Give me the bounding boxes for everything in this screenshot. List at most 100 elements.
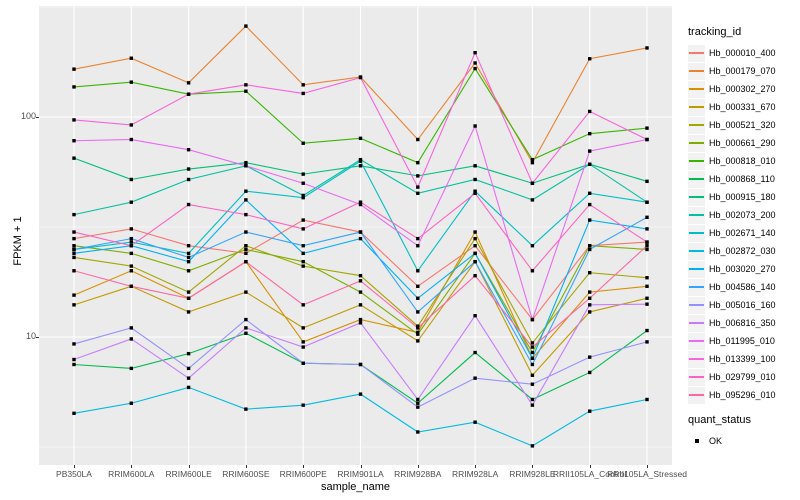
data-point-marker <box>72 255 76 260</box>
data-point-marker <box>72 118 76 122</box>
data-point-marker <box>301 141 305 145</box>
legend-item-Hb_000179_070: Hb_000179_070 <box>688 62 798 80</box>
data-point-marker <box>473 61 477 65</box>
x-tick-label: RRIM928BA <box>394 469 442 479</box>
data-point-marker <box>416 236 420 241</box>
data-point-marker <box>301 244 305 248</box>
legend-key-line-icon <box>688 62 705 80</box>
legend-key-line-icon <box>688 206 705 224</box>
legend-item-label: Hb_002872_030 <box>709 246 776 256</box>
legend-quant-status: quant_status OK <box>688 414 798 450</box>
data-point-marker <box>473 177 477 182</box>
data-point-marker <box>416 339 420 343</box>
data-point-marker <box>358 164 363 168</box>
legend-item-Hb_002872_030: Hb_002872_030 <box>688 242 798 260</box>
legend-item-label: Hb_000179_070 <box>709 66 776 76</box>
data-point-marker <box>645 296 649 300</box>
data-point-marker <box>530 350 535 355</box>
data-point-marker <box>473 244 477 248</box>
data-point-marker <box>72 251 76 256</box>
data-point-marker <box>186 244 191 248</box>
data-point-marker <box>530 356 535 361</box>
legend-key-line-icon <box>688 386 705 404</box>
data-point-marker <box>186 177 191 182</box>
data-point-marker <box>186 385 191 390</box>
x-tick-mark <box>131 465 133 468</box>
data-point-marker <box>244 331 248 335</box>
y-tick-mark <box>36 337 39 338</box>
data-point-marker <box>416 185 420 189</box>
data-point-marker <box>473 51 477 55</box>
data-point-marker <box>645 340 649 344</box>
data-point-marker <box>530 382 535 386</box>
data-point-marker <box>530 444 535 448</box>
legend-key-line-icon <box>688 278 705 296</box>
legend-items: Hb_000010_400 Hb_000179_070 Hb_000302_270 H… <box>688 44 798 404</box>
data-point-marker <box>244 317 248 322</box>
data-point-marker <box>588 191 592 195</box>
legend-key-line-icon <box>688 260 705 278</box>
data-point-marker <box>416 430 420 434</box>
data-point-marker <box>244 259 248 264</box>
data-point-marker <box>301 193 305 198</box>
data-point-marker <box>588 370 592 375</box>
x-tick-mark <box>74 465 75 468</box>
data-point-marker <box>301 251 305 256</box>
data-point-marker <box>244 198 248 202</box>
data-point-marker <box>301 83 305 87</box>
x-tick-label: RRIM600LE <box>165 469 212 479</box>
data-point-marker <box>72 303 76 307</box>
data-point-marker <box>186 290 191 294</box>
data-point-marker <box>530 397 535 402</box>
legend-key-line-icon <box>688 152 705 170</box>
legend-item-label: Hb_000661_290 <box>709 138 776 148</box>
legend-item-label: Hb_002073_200 <box>709 210 776 220</box>
data-point-marker <box>588 109 592 114</box>
data-point-marker <box>588 131 592 136</box>
legend-key-line-icon <box>688 332 705 350</box>
data-point-marker <box>588 409 592 413</box>
legend: tracking_id Hb_000010_400 Hb_000179_070 Hb… <box>688 26 798 450</box>
data-point-marker <box>416 269 420 273</box>
legend-item-label: Hb_006816_350 <box>709 318 776 328</box>
data-point-marker <box>473 236 477 241</box>
data-point-marker <box>72 85 76 89</box>
data-point-marker <box>358 279 363 283</box>
data-point-marker <box>129 269 133 273</box>
legend-item-label: Hb_004586_140 <box>709 282 776 292</box>
legend-item-Hb_000915_180: Hb_000915_180 <box>688 188 798 206</box>
data-point-marker <box>588 202 592 207</box>
x-tick-mark <box>303 465 305 468</box>
data-point-marker <box>186 296 191 300</box>
x-tick-mark <box>245 465 247 468</box>
data-point-marker <box>301 195 305 200</box>
data-point-marker <box>473 191 477 195</box>
data-point-marker <box>358 136 363 141</box>
data-point-marker <box>473 259 477 264</box>
data-point-marker <box>72 236 76 241</box>
data-point-marker <box>186 376 191 380</box>
legend-item-label: Hb_000915_180 <box>709 192 776 202</box>
data-point-marker <box>530 198 535 202</box>
data-point-marker <box>358 159 363 163</box>
data-point-marker <box>530 362 535 367</box>
legend-item-label: Hb_000818_010 <box>709 156 776 166</box>
data-point-marker <box>530 403 535 407</box>
legend-item-label: Hb_000010_400 <box>709 48 776 58</box>
data-point-marker <box>244 230 248 234</box>
data-point-marker <box>358 392 363 396</box>
legend-key-line-icon <box>688 170 705 188</box>
legend-item-ok: OK <box>688 432 798 450</box>
data-point-marker <box>473 273 477 278</box>
data-point-marker <box>530 373 535 377</box>
data-point-marker <box>72 357 76 362</box>
x-tick-label: RRII105LA_Stressed <box>607 469 687 479</box>
data-point-marker <box>72 269 76 273</box>
data-point-marker <box>129 123 133 127</box>
data-point-marker <box>244 189 248 193</box>
data-point-marker <box>186 81 191 85</box>
y-tick-label: 10 <box>25 331 36 341</box>
x-tick-label: RRII105LA_Control <box>552 469 627 479</box>
data-point-marker <box>358 303 363 307</box>
legend-item-Hb_013399_100: Hb_013399_100 <box>688 350 798 368</box>
